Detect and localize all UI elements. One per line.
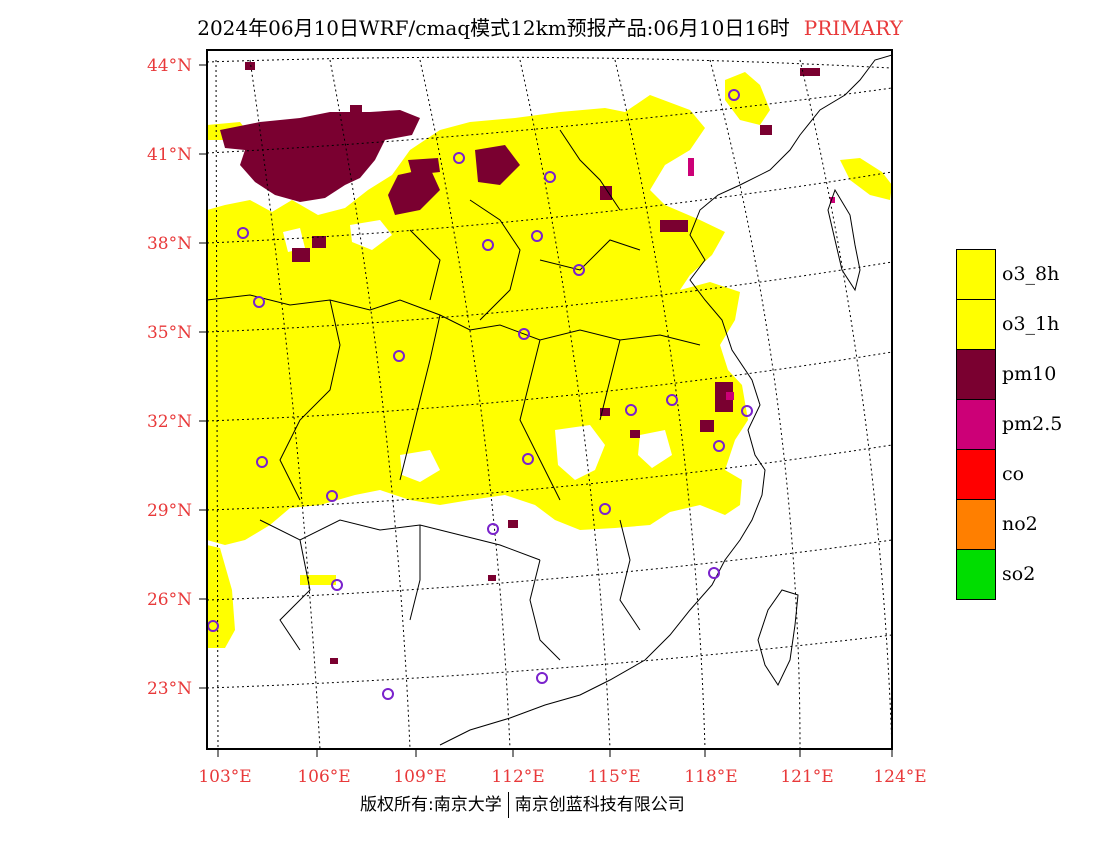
pm10-region (220, 62, 820, 664)
lon-label-106: 106°E (297, 767, 350, 787)
lon-label-109: 109°E (393, 767, 446, 787)
pm25-region (688, 158, 835, 400)
lon-label-112: 112°E (491, 767, 544, 787)
province-lines (207, 129, 701, 661)
legend-label: no2 (1002, 513, 1038, 535)
taiwan-outline (757, 589, 799, 687)
map-area (207, 54, 892, 749)
lat-label-35: 35°N (147, 323, 192, 343)
legend-label: co (1002, 463, 1025, 485)
copyright-footer: 版权所有:南京大学 南京创蓝科技有限公司 (360, 790, 685, 818)
legend-item-pm25: pm2.5 (956, 399, 1096, 450)
legend-item-o3-8h: o3_8h (956, 249, 1096, 300)
lon-label-118: 118°E (684, 767, 737, 787)
clear-patches (283, 220, 672, 482)
lat-label-26: 26°N (147, 590, 192, 610)
lon-label-124: 124°E (873, 767, 926, 787)
longitude-labels: 103°E 106°E 109°E 112°E 115°E 118°E 121°… (198, 767, 926, 787)
footer-separator (507, 792, 509, 818)
map-frame (206, 49, 893, 750)
legend-item-pm10: pm10 (956, 349, 1096, 400)
stations (207, 89, 753, 700)
boundaries (207, 54, 892, 746)
lat-label-44: 44°N (147, 56, 192, 76)
legend-label: o3_1h (1002, 313, 1060, 335)
lon-label-121: 121°E (780, 767, 833, 787)
lat-label-23: 23°N (147, 679, 192, 699)
o3-northeast-patch (725, 72, 770, 125)
map-title: 2024年06月10日WRF/cmaq模式12km预报产品:06月10日16时 P… (0, 12, 1100, 41)
legend-label: pm10 (1002, 363, 1057, 385)
legend-item-no2: no2 (956, 499, 1096, 550)
legend-swatch (956, 249, 996, 300)
o3-east-patch (840, 158, 892, 200)
latitude-labels: 44°N 41°N 38°N 35°N 32°N 29°N 26°N 23°N (147, 56, 192, 699)
pm10-north-area (220, 110, 420, 202)
legend-swatch (956, 349, 996, 400)
korea-outline (827, 188, 861, 292)
legend-item-so2: so2 (956, 549, 1096, 600)
title-main: 2024年06月10日WRF/cmaq模式12km预报产品:06月10日16时 (197, 16, 790, 40)
legend-swatch (956, 499, 996, 550)
legend-item-o3-1h: o3_1h (956, 299, 1096, 350)
legend-swatch (956, 449, 996, 500)
legend-item-co: co (956, 449, 1096, 500)
legend-label: o3_8h (1002, 263, 1060, 285)
footer-left: 版权所有:南京大学 (360, 795, 502, 815)
axis-ticks (199, 64, 893, 757)
legend-swatch (956, 299, 996, 350)
legend-swatch (956, 399, 996, 450)
o3-southwest-strip (207, 545, 235, 648)
footer-right: 南京创蓝科技有限公司 (514, 795, 685, 815)
lat-label-41: 41°N (147, 145, 192, 165)
graticule (207, 56, 892, 749)
legend-swatch (956, 549, 996, 600)
lat-label-32: 32°N (147, 412, 192, 432)
legend-label: so2 (1002, 563, 1036, 585)
coastline (439, 54, 892, 746)
o3-main-area (207, 95, 748, 545)
o3-region (207, 72, 892, 648)
lat-label-38: 38°N (147, 234, 192, 254)
lat-label-29: 29°N (147, 501, 192, 521)
legend-label: pm2.5 (1002, 413, 1063, 435)
lon-label-103: 103°E (198, 767, 251, 787)
title-tag: PRIMARY (803, 16, 903, 40)
lon-label-115: 115°E (587, 767, 640, 787)
